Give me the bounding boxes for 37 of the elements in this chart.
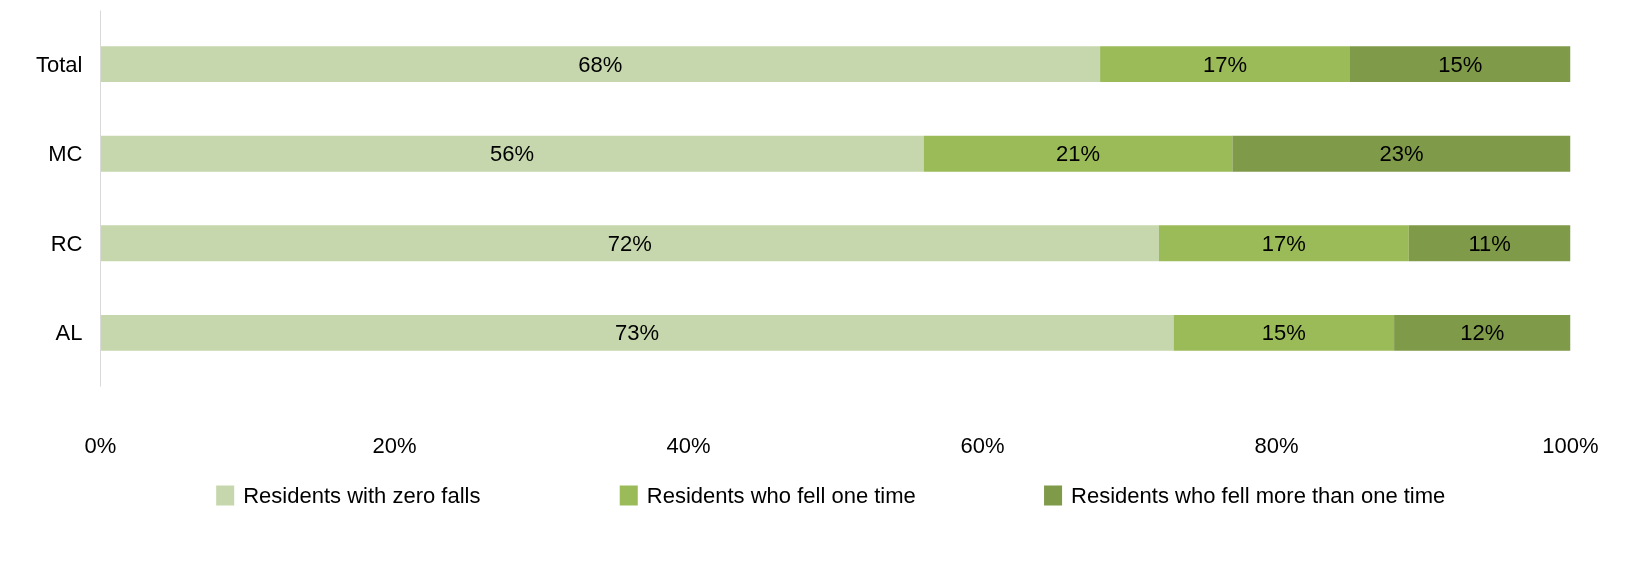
x-tick-label: 100% [1542, 432, 1599, 458]
data-label: 17% [1261, 230, 1306, 256]
data-label: 23% [1379, 141, 1424, 167]
data-label: 73% [615, 320, 660, 346]
x-tick-label: 40% [666, 432, 711, 458]
data-label: 68% [578, 51, 623, 77]
y-tick-label: AL [55, 320, 83, 346]
x-tick-label: 20% [372, 432, 417, 458]
data-label: 15% [1261, 320, 1306, 346]
y-tick-label: RC [50, 230, 83, 256]
bar [1350, 46, 1571, 83]
bar [100, 225, 1159, 262]
bar [1173, 314, 1395, 351]
bar [1232, 135, 1571, 172]
x-tick-label: 80% [1254, 432, 1299, 458]
x-tick-label: 0% [84, 432, 117, 458]
bar [100, 135, 924, 172]
bar [923, 135, 1233, 172]
bar [1100, 46, 1350, 83]
data-label: 72% [607, 230, 652, 256]
data-label: 12% [1460, 320, 1505, 346]
legend-label: Residents who fell one time [646, 483, 916, 508]
bar [100, 314, 1174, 351]
bar [1394, 314, 1571, 351]
bar [1158, 225, 1409, 262]
data-label: 17% [1203, 51, 1248, 77]
legend-label: Residents with zero falls [243, 483, 481, 508]
data-label: 21% [1056, 141, 1101, 167]
x-tick-label: 60% [960, 432, 1005, 458]
legend-label: Residents who fell more than one time [1071, 483, 1446, 508]
data-label: 56% [490, 141, 535, 167]
data-label: 15% [1438, 51, 1483, 77]
bar [100, 46, 1101, 83]
y-tick-label: MC [48, 141, 83, 167]
bar [1408, 225, 1571, 262]
y-tick-label: Total [36, 51, 83, 77]
data-label: 11% [1468, 230, 1511, 256]
